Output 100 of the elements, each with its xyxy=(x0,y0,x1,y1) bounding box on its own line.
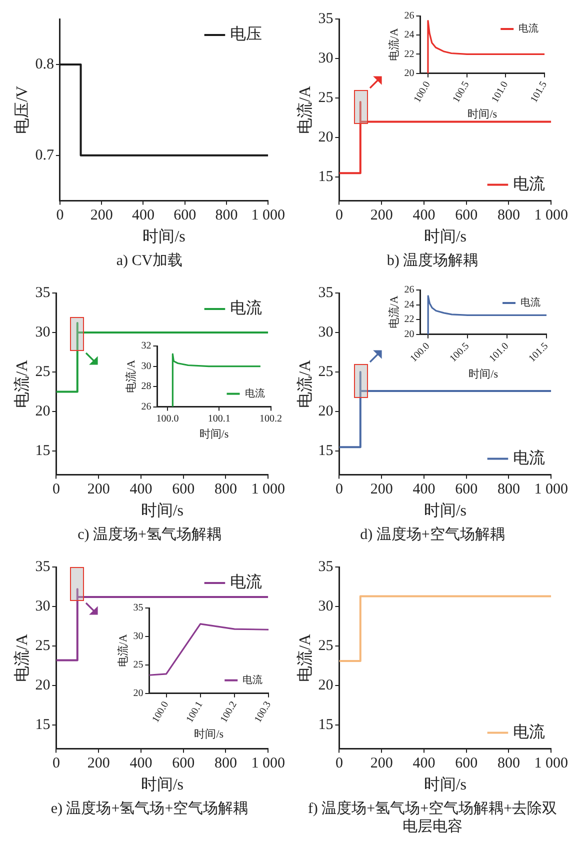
legend-label: 电压 xyxy=(230,25,262,44)
y-tick-label: 24 xyxy=(404,30,414,41)
x-tick-label: 100.0 xyxy=(156,413,179,424)
y-tick-label: 30 xyxy=(318,598,334,614)
legend-label: 电流 xyxy=(518,22,539,35)
y-tick-label: 20 xyxy=(318,130,334,146)
y-axis-title: 电流/A xyxy=(124,360,138,393)
y-tick-label: 15 xyxy=(318,717,334,734)
y-tick-label: 26 xyxy=(404,284,414,296)
x-tick-label: 1 000 xyxy=(534,482,568,498)
x-tick-label: 100.1 xyxy=(208,413,230,424)
y-axis-title: 电流/A xyxy=(387,28,400,62)
legend-label: 电流 xyxy=(520,296,541,309)
x-tick-label: 200 xyxy=(370,482,393,498)
y-tick-label: 20 xyxy=(35,678,50,694)
x-tick-label: 0 xyxy=(335,482,343,498)
y-tick-label: 25 xyxy=(35,638,50,654)
x-tick-label: 200 xyxy=(370,756,393,772)
x-axis-title: 时间/s xyxy=(424,228,466,246)
x-tick-label: 800 xyxy=(497,482,520,498)
x-tick-label: 1 000 xyxy=(534,208,568,224)
text: c) 温度场+氢气场解耦 xyxy=(76,526,222,544)
text: f) 温度场+氢气场+空气场解耦+去除双电层电容 xyxy=(308,800,558,836)
y-tick-label: 15 xyxy=(35,717,50,734)
x-tick-label: 600 xyxy=(455,208,478,224)
x-tick-label: 0 xyxy=(335,756,343,772)
y-axis-title: 电流/A xyxy=(12,359,31,408)
x-tick-label: 800 xyxy=(215,208,238,224)
y-tick-label: 35 xyxy=(35,284,50,301)
y-tick-label: 0.7 xyxy=(35,147,54,164)
y-tick-label: 20 xyxy=(404,329,414,340)
y-tick-label: 26 xyxy=(141,401,152,412)
x-tick-label: 600 xyxy=(172,482,195,498)
y-tick-label: 15 xyxy=(35,443,50,460)
y-tick-label: 35 xyxy=(35,558,50,575)
text: e) 温度场+氢气场+空气场解耦 xyxy=(50,800,250,818)
y-axis-title: 电流/A xyxy=(296,85,314,134)
y-tick-label: 32 xyxy=(141,340,152,352)
x-axis-title: 时间/s xyxy=(468,367,498,380)
text: b) 温度场解耦 xyxy=(386,252,480,270)
x-tick-label: 200 xyxy=(87,482,110,498)
y-tick-label: 25 xyxy=(318,90,334,106)
text: d) 温度场+空气场解耦 xyxy=(359,526,506,544)
x-tick-label: 1 000 xyxy=(534,756,568,772)
x-tick-label: 1 000 xyxy=(251,756,285,772)
x-axis-title: 时间/s xyxy=(468,107,498,120)
y-tick-label: 25 xyxy=(318,364,334,380)
legend-label: 电流 xyxy=(230,573,262,592)
legend-label: 电流 xyxy=(242,674,263,686)
y-tick-label: 25 xyxy=(133,660,144,670)
y-tick-label: 35 xyxy=(318,558,334,575)
y-tick-label: 20 xyxy=(318,404,334,420)
y-tick-label: 35 xyxy=(133,602,144,614)
y-tick-label: 26 xyxy=(404,10,414,22)
x-tick-label: 400 xyxy=(132,208,154,224)
x-tick-label: 0 xyxy=(52,482,60,498)
y-tick-label: 30 xyxy=(35,324,50,340)
y-tick-label: 24 xyxy=(404,299,414,310)
x-tick-label: 400 xyxy=(130,482,152,498)
x-tick-label: 1 000 xyxy=(251,482,285,498)
x-tick-label: 600 xyxy=(172,756,195,772)
x-tick-label: 400 xyxy=(130,756,152,772)
x-tick-label: 0 xyxy=(335,208,343,224)
x-tick-label: 1 000 xyxy=(251,208,285,224)
y-tick-label: 35 xyxy=(318,284,334,301)
y-tick-label: 30 xyxy=(318,50,334,66)
x-tick-label: 200 xyxy=(90,208,113,224)
y-tick-label: 22 xyxy=(404,314,414,326)
x-axis-title: 时间/s xyxy=(140,776,184,794)
y-axis-title: 电流/A xyxy=(12,633,31,682)
y-axis-title: 电流/A xyxy=(116,634,130,668)
y-tick-label: 15 xyxy=(318,169,334,186)
y-tick-label: 30 xyxy=(141,360,152,372)
x-tick-label: 600 xyxy=(455,482,478,498)
y-tick-label: 30 xyxy=(318,324,334,340)
x-tick-label: 200 xyxy=(87,756,110,772)
x-tick-label: 400 xyxy=(412,756,436,772)
x-tick-label: 600 xyxy=(174,208,196,224)
legend-label: 电流 xyxy=(244,387,265,400)
y-tick-label: 30 xyxy=(133,631,144,642)
y-axis-title: 电流/A xyxy=(296,633,314,682)
x-axis-title: 时间/s xyxy=(140,502,184,520)
x-tick-label: 800 xyxy=(497,208,520,224)
x-tick-label: 800 xyxy=(214,482,237,498)
x-axis-title: 时间/s xyxy=(424,502,466,520)
x-tick-label: 400 xyxy=(412,208,436,224)
y-tick-label: 28 xyxy=(141,381,152,392)
legend-label: 电流 xyxy=(513,723,546,742)
y-tick-label: 22 xyxy=(404,48,414,60)
y-axis-title: 电流/A xyxy=(387,296,400,329)
y-tick-label: 25 xyxy=(318,638,334,654)
legend-label: 电流 xyxy=(230,299,262,318)
x-axis-title: 时间/s xyxy=(142,228,186,246)
x-tick-label: 800 xyxy=(497,756,520,772)
y-tick-label: 15 xyxy=(318,443,334,460)
x-tick-label: 0 xyxy=(52,756,60,772)
x-tick-label: 400 xyxy=(412,482,436,498)
y-tick-label: 30 xyxy=(35,598,50,614)
text: a) CV加载 xyxy=(115,252,184,270)
y-tick-label: 20 xyxy=(133,688,144,699)
